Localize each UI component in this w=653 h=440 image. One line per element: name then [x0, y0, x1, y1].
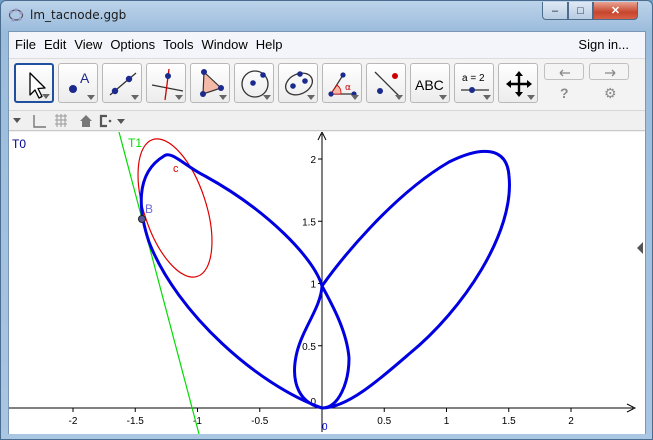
point-A-icon: A: [69, 70, 90, 93]
undo-button[interactable]: [544, 63, 584, 80]
redo-icon: [605, 69, 616, 77]
x-tick-label: 1.5: [502, 416, 516, 427]
maximize-button[interactable]: □: [568, 2, 593, 20]
text-tool-button[interactable]: ABC: [410, 63, 450, 103]
move-graphics-view-icon: [506, 71, 532, 97]
undo-icon: [559, 69, 570, 77]
reflect-tool-button[interactable]: [366, 63, 406, 103]
tool-menu-arrow-icon: [395, 95, 403, 100]
x-axis-arrow-icon: [626, 403, 637, 413]
angle-tool-glyph: α: [345, 83, 351, 93]
slider-tool-glyph: a = 2: [462, 73, 485, 84]
home-view-icon[interactable]: [80, 115, 92, 127]
close-button[interactable]: ✕: [593, 2, 638, 20]
menu-help[interactable]: Help: [255, 37, 283, 52]
point-capturing-icon[interactable]: [99, 114, 125, 128]
text-tool-glyph: ABC: [415, 77, 444, 93]
perpendicular-line-tool-button[interactable]: [146, 63, 186, 103]
sign-in-link[interactable]: Sign in...: [578, 37, 629, 52]
graphics-view[interactable]: T0 -2 -1.5 -1 -0.5 0.5 1 1.5 2 0 0.5 1 1.5 2 T1 B c …: [9, 132, 645, 434]
tacnode-curve[interactable]: [139, 149, 511, 410]
pointer-arrow-icon: [29, 72, 46, 99]
tool-menu-arrow-icon: [175, 95, 183, 100]
title-bar[interactable]: lm_tacnode.ggb – □ ✕: [1, 1, 652, 31]
x-tick-label: 1: [444, 416, 450, 427]
line-tool-button[interactable]: [102, 63, 142, 103]
polygon-tool-button[interactable]: [190, 63, 230, 103]
point-B-label: B: [145, 202, 153, 216]
reflect-about-line-icon: [374, 71, 400, 97]
menu-options[interactable]: Options: [110, 37, 156, 52]
menu-edit[interactable]: Edit: [43, 37, 67, 52]
client-area: File Edit View Options Tools Window Help…: [8, 31, 646, 434]
ellipse-c-label: c: [173, 163, 179, 175]
x-tick-label: -1.5: [127, 416, 145, 427]
menu-file[interactable]: File: [15, 37, 36, 52]
toggle-stylebar-icon[interactable]: [13, 118, 21, 123]
y-tick-label: 1.5: [302, 217, 316, 228]
y-tick-label: 1: [310, 280, 316, 291]
ellipse-icon: [284, 71, 314, 96]
style-bar: [9, 110, 645, 131]
ellipse-tool-button[interactable]: [278, 63, 318, 103]
point-tool-button[interactable]: A: [58, 63, 98, 103]
tool-menu-arrow-icon: [439, 95, 447, 100]
tool-menu-arrow-icon: [483, 95, 491, 100]
minimize-button[interactable]: –: [542, 2, 568, 20]
x-tick-label: 2: [568, 416, 574, 427]
tangent-T0-label: T0: [12, 137, 27, 151]
redo-button[interactable]: [589, 63, 629, 80]
origin-label: 0: [322, 422, 328, 433]
angle-tool-button[interactable]: α: [322, 63, 362, 103]
y-tick-label: 2: [310, 155, 316, 166]
show-sidebar-arrow-icon[interactable]: [637, 242, 643, 254]
tool-menu-arrow-icon: [87, 95, 95, 100]
x-tick-label: -0.5: [251, 416, 269, 427]
y-tick-label: 0: [310, 397, 316, 408]
tangent-T1-label: T1: [128, 136, 142, 150]
tool-menu-arrow-icon: [307, 95, 315, 100]
x-tick-label: -2: [69, 416, 78, 427]
show-grid-icon[interactable]: [55, 114, 67, 127]
axis-tick-labels: -2 -1.5 -1 -0.5 0.5 1 1.5 2 0 0.5 1 1.5 2: [69, 155, 575, 427]
circle-center-point-icon: [241, 70, 269, 98]
tool-menu-arrow-icon: [351, 95, 359, 100]
tool-menu-arrow-icon: [527, 95, 535, 100]
graphics-canvas[interactable]: -2 -1.5 -1 -0.5 0.5 1 1.5 2 0 0.5 1 1.5 2 T1 B c 0: [9, 132, 645, 434]
line-through-two-points-icon: [109, 72, 137, 96]
geogebra-app-icon: [8, 8, 24, 22]
window-title: lm_tacnode.ggb: [30, 8, 127, 22]
show-axes-icon[interactable]: [33, 115, 46, 128]
point-B[interactable]: [138, 215, 146, 223]
slider-icon: a = 2: [461, 73, 489, 93]
tool-menu-arrow-icon: [263, 95, 271, 100]
point-tool-glyph: A: [80, 70, 90, 86]
perpendicular-line-icon: [151, 68, 184, 101]
tool-menu-arrow-icon: [219, 95, 227, 100]
move-tool-button[interactable]: [14, 63, 54, 103]
polygon-icon: [200, 69, 224, 97]
x-tick-label: 0.5: [377, 416, 391, 427]
tangent-line-T1[interactable]: [118, 132, 200, 434]
menu-window[interactable]: Window: [201, 37, 248, 52]
settings-gear-icon[interactable]: ⚙: [604, 85, 617, 101]
y-tick-label: 0.5: [302, 342, 316, 353]
tool-menu-arrow-icon: [131, 95, 139, 100]
text-icon: ABC: [415, 77, 444, 93]
y-axis-arrow-icon: [317, 132, 327, 141]
x-tick-label: -1: [193, 416, 202, 427]
circle-tool-button[interactable]: [234, 63, 274, 103]
menu-bar: File Edit View Options Tools Window Help…: [9, 32, 645, 58]
tool-menu-arrow-icon: [42, 94, 50, 99]
menu-tools[interactable]: Tools: [163, 37, 194, 52]
toolbar: A: [9, 58, 645, 110]
menu-view[interactable]: View: [74, 37, 103, 52]
move-view-tool-button[interactable]: [498, 63, 538, 103]
help-button[interactable]: ?: [560, 85, 569, 101]
slider-tool-button[interactable]: a = 2: [454, 63, 494, 103]
